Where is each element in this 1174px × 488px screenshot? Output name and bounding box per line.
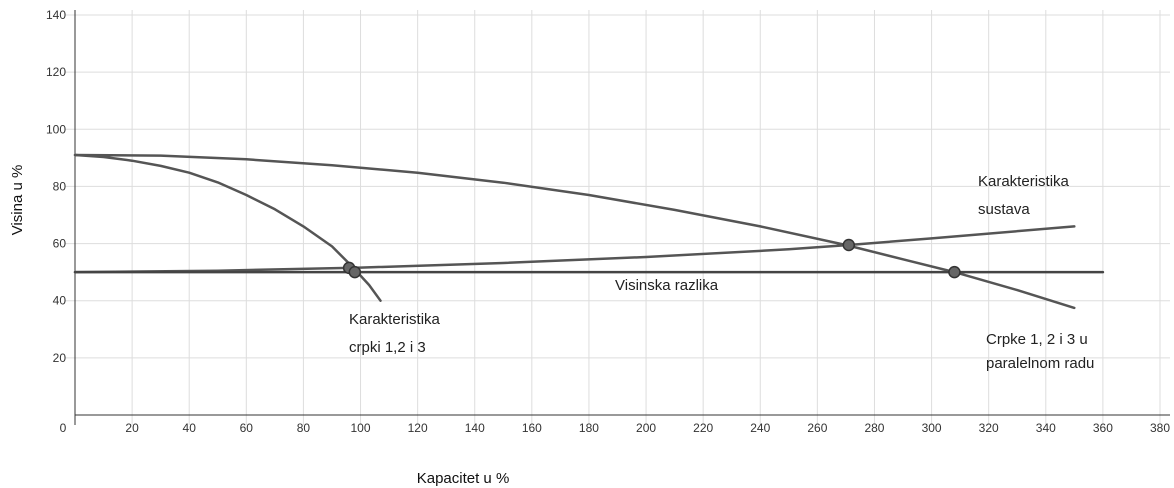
series-line-2 — [73, 153, 1076, 310]
annotation-sustav-line2: sustava — [978, 201, 1030, 218]
annotation-crpke-line1: Karakteristika — [349, 311, 441, 328]
intersection-point — [948, 265, 961, 279]
annotation-visinska-razlika: Visinska razlika — [615, 277, 719, 294]
x-tick-label: 300 — [922, 421, 942, 435]
x-tick-label: 80 — [297, 421, 311, 435]
x-tick-label: 200 — [636, 421, 656, 435]
x-tick-label: 100 — [351, 421, 371, 435]
x-tick-label: 240 — [750, 421, 770, 435]
x-tick-label: 340 — [1036, 421, 1056, 435]
x-tick-label: 220 — [693, 421, 713, 435]
x-tick-label: 260 — [807, 421, 827, 435]
x-tick-label: 60 — [240, 421, 254, 435]
annotation-paralelno-line2: paralelnom radu — [986, 355, 1094, 372]
y-tick-label: 20 — [53, 351, 67, 365]
x-tick-label: 360 — [1093, 421, 1113, 435]
x-tick-label: 280 — [864, 421, 884, 435]
x-tick-label: 140 — [465, 421, 485, 435]
intersection-point — [842, 238, 856, 252]
y-tick-label: 120 — [46, 65, 66, 79]
y-tick-label: 140 — [46, 8, 66, 22]
annotation-crpke-line2: crpki 1,2 i 3 — [349, 339, 426, 356]
tick-labels: 0 20 40 60 80 100 120 140 160 180 200 220 240 260 280 3… — [46, 8, 1170, 435]
x-tick-label: 20 — [125, 421, 139, 435]
x-axis-title: Kapacitet u % — [417, 470, 510, 487]
x-tick-label: 380 — [1150, 421, 1170, 435]
annotation-paralelno-line1: Crpke 1, 2 i 3 u — [986, 331, 1088, 348]
series-line-3 — [73, 225, 1076, 274]
axes — [74, 10, 1170, 425]
y-axis-title: Visina u % — [9, 165, 26, 236]
x-tick-label: 0 — [60, 421, 67, 435]
x-tick-label: 120 — [408, 421, 428, 435]
y-tick-label: 40 — [53, 294, 67, 308]
annotation-sustav-line1: Karakteristika — [978, 173, 1070, 190]
x-tick-label: 320 — [979, 421, 999, 435]
x-tick-label: 160 — [522, 421, 542, 435]
y-tick-label: 80 — [53, 179, 67, 193]
y-tick-label: 60 — [53, 237, 67, 251]
grid — [65, 10, 1170, 425]
y-tick-label: 100 — [46, 122, 66, 136]
x-tick-label: 180 — [579, 421, 599, 435]
series-line-1 — [73, 153, 382, 302]
x-tick-label: 40 — [183, 421, 197, 435]
intersection-point — [348, 265, 362, 279]
intersection-points — [342, 238, 961, 279]
